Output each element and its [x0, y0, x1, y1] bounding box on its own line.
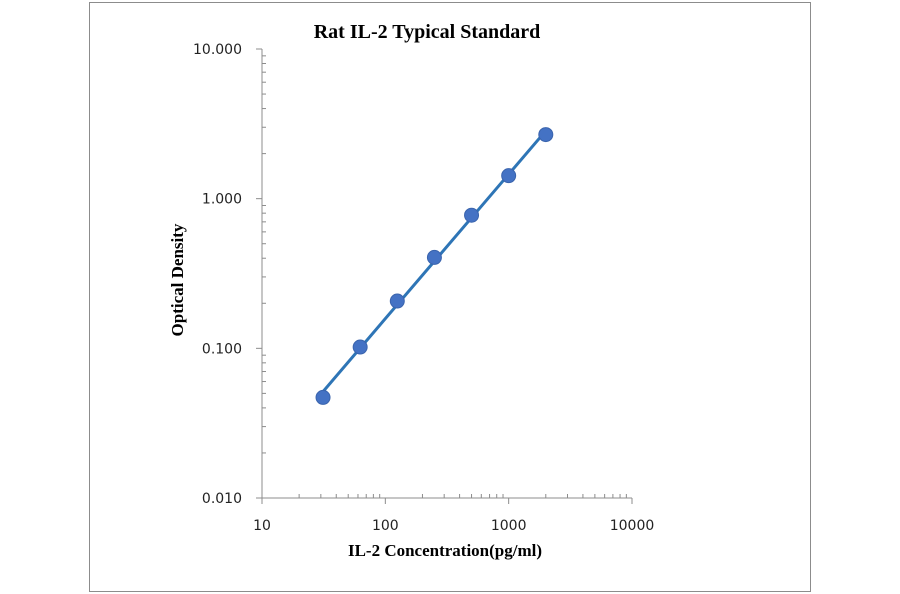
y-tick-label: 0.010: [202, 491, 242, 507]
x-axis-title: IL-2 Concentration(pg/ml): [348, 541, 542, 560]
data-point: [426, 249, 442, 265]
data-point: [389, 293, 405, 309]
y-axis-title: Optical Density: [168, 223, 187, 336]
data-point: [315, 389, 331, 405]
chart-title: Rat IL-2 Typical Standard: [314, 21, 541, 43]
y-tick-label: 0.100: [202, 341, 242, 357]
data-point: [538, 127, 554, 143]
data-point: [501, 168, 517, 184]
axes: 0.010 0.100 1.000 10.000 10 100 1000 10000: [193, 42, 654, 534]
y-tick-label: 10.000: [193, 42, 242, 58]
x-tick-label: 10: [253, 518, 271, 534]
chart-frame: [89, 2, 811, 592]
data-point: [464, 207, 480, 223]
data-marks: [315, 127, 554, 405]
x-tick-label: 10000: [610, 518, 655, 534]
data-point: [352, 339, 368, 355]
y-tick-label: 1.000: [202, 192, 242, 208]
x-tick-label: 1000: [491, 518, 527, 534]
x-tick-label: 100: [372, 518, 399, 534]
